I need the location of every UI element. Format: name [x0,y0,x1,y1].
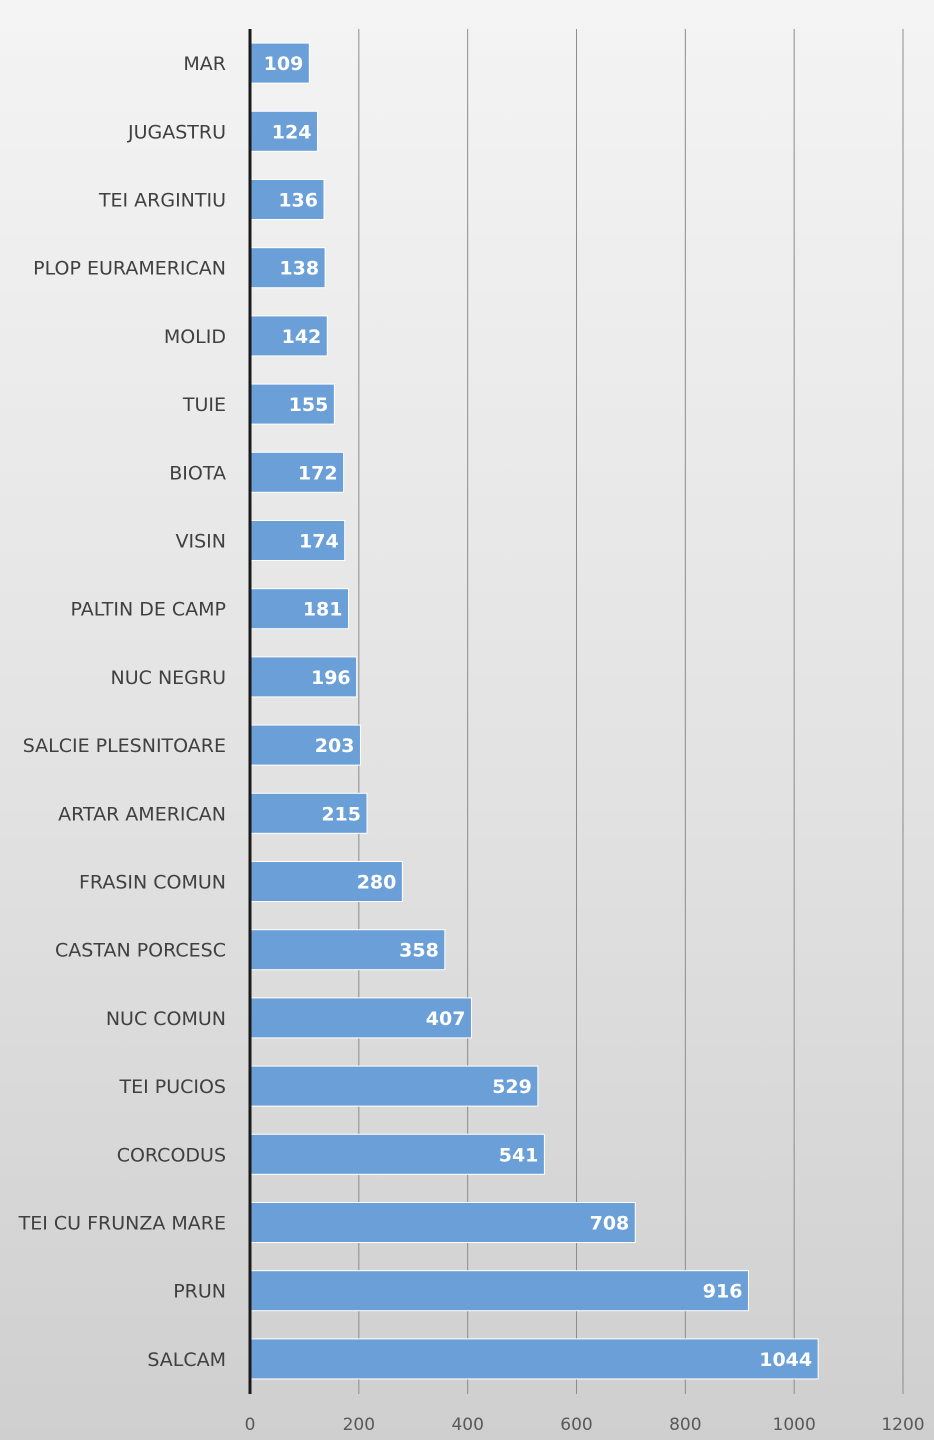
category-label: ARTAR AMERICAN [58,803,226,825]
bars [249,42,819,1380]
category-label: MOLID [164,326,226,348]
bar [249,792,368,834]
data-label: 916 [703,1281,743,1303]
x-tick-label: 0 [245,1415,256,1435]
bar [249,724,361,766]
data-label: 181 [303,599,343,621]
bar [249,588,349,630]
category-label: FRASIN COMUN [79,872,226,894]
category-label: TEI CU FRUNZA MARE [18,1213,226,1235]
x-tick-label: 800 [669,1415,701,1435]
data-labels: 109 124 136 138 142 155 172 174 181 196 203 215 280 3… [264,53,812,1371]
category-label: JUGASTRU [127,121,226,143]
bar [249,383,335,425]
x-tick-label: 600 [560,1415,592,1435]
category-label: CASTAN PORCESC [55,940,226,962]
bar [249,1270,749,1312]
data-label: 541 [499,1144,539,1166]
category-label: PLOP EURAMERICAN [33,258,226,280]
data-label: 124 [272,121,312,143]
data-label: 529 [492,1076,532,1098]
x-tick-label: 400 [451,1415,483,1435]
data-label: 280 [357,872,397,894]
data-label: 196 [311,667,351,689]
category-label: TEI ARGINTIU [98,190,226,212]
bar [249,42,310,84]
data-label: 1044 [759,1349,812,1371]
data-label: 172 [298,462,338,484]
data-label: 174 [299,531,339,553]
category-label: TUIE [182,394,226,416]
data-label: 203 [315,735,355,757]
bar [249,1065,539,1107]
x-tick-labels: 0 200 400 600 800 1000 1200 [245,1415,925,1435]
bar [249,1338,819,1380]
bar [249,997,472,1039]
data-label: 708 [590,1213,630,1235]
x-tick-label: 1200 [881,1415,924,1435]
x-tick-label: 1000 [773,1415,816,1435]
data-label: 407 [426,1008,466,1030]
category-labels: MAR JUGASTRU TEI ARGINTIU PLOP EURAMERICAN M… [18,53,226,1371]
category-label: SALCIE PLESNITOARE [23,735,226,757]
bar [249,929,446,971]
data-label: 215 [321,803,361,825]
category-label: SALCAM [147,1349,226,1371]
bar [249,1133,545,1175]
data-label: 358 [399,940,439,962]
category-label: PALTIN DE CAMP [71,599,226,621]
data-label: 109 [264,53,304,75]
data-label: 142 [282,326,322,348]
bar [249,656,358,698]
data-label: 136 [278,190,318,212]
category-label: PRUN [173,1281,226,1303]
bar [249,315,328,357]
category-label: BIOTA [169,462,226,484]
bar [249,451,345,493]
bar [249,520,346,561]
data-label: 155 [289,394,329,416]
category-label: TEI PUCIOS [118,1076,226,1098]
category-label: CORCODUS [117,1144,226,1166]
category-label: MAR [183,53,226,75]
category-label: NUC COMUN [106,1008,226,1030]
category-label: VISIN [176,531,226,553]
bar [249,1202,636,1243]
bar [249,179,325,220]
category-label: NUC NEGRU [111,667,226,689]
x-tick-label: 200 [343,1415,375,1435]
data-label: 138 [279,258,319,280]
bar [249,861,403,902]
bar [249,247,326,289]
gridlines [358,29,904,1394]
